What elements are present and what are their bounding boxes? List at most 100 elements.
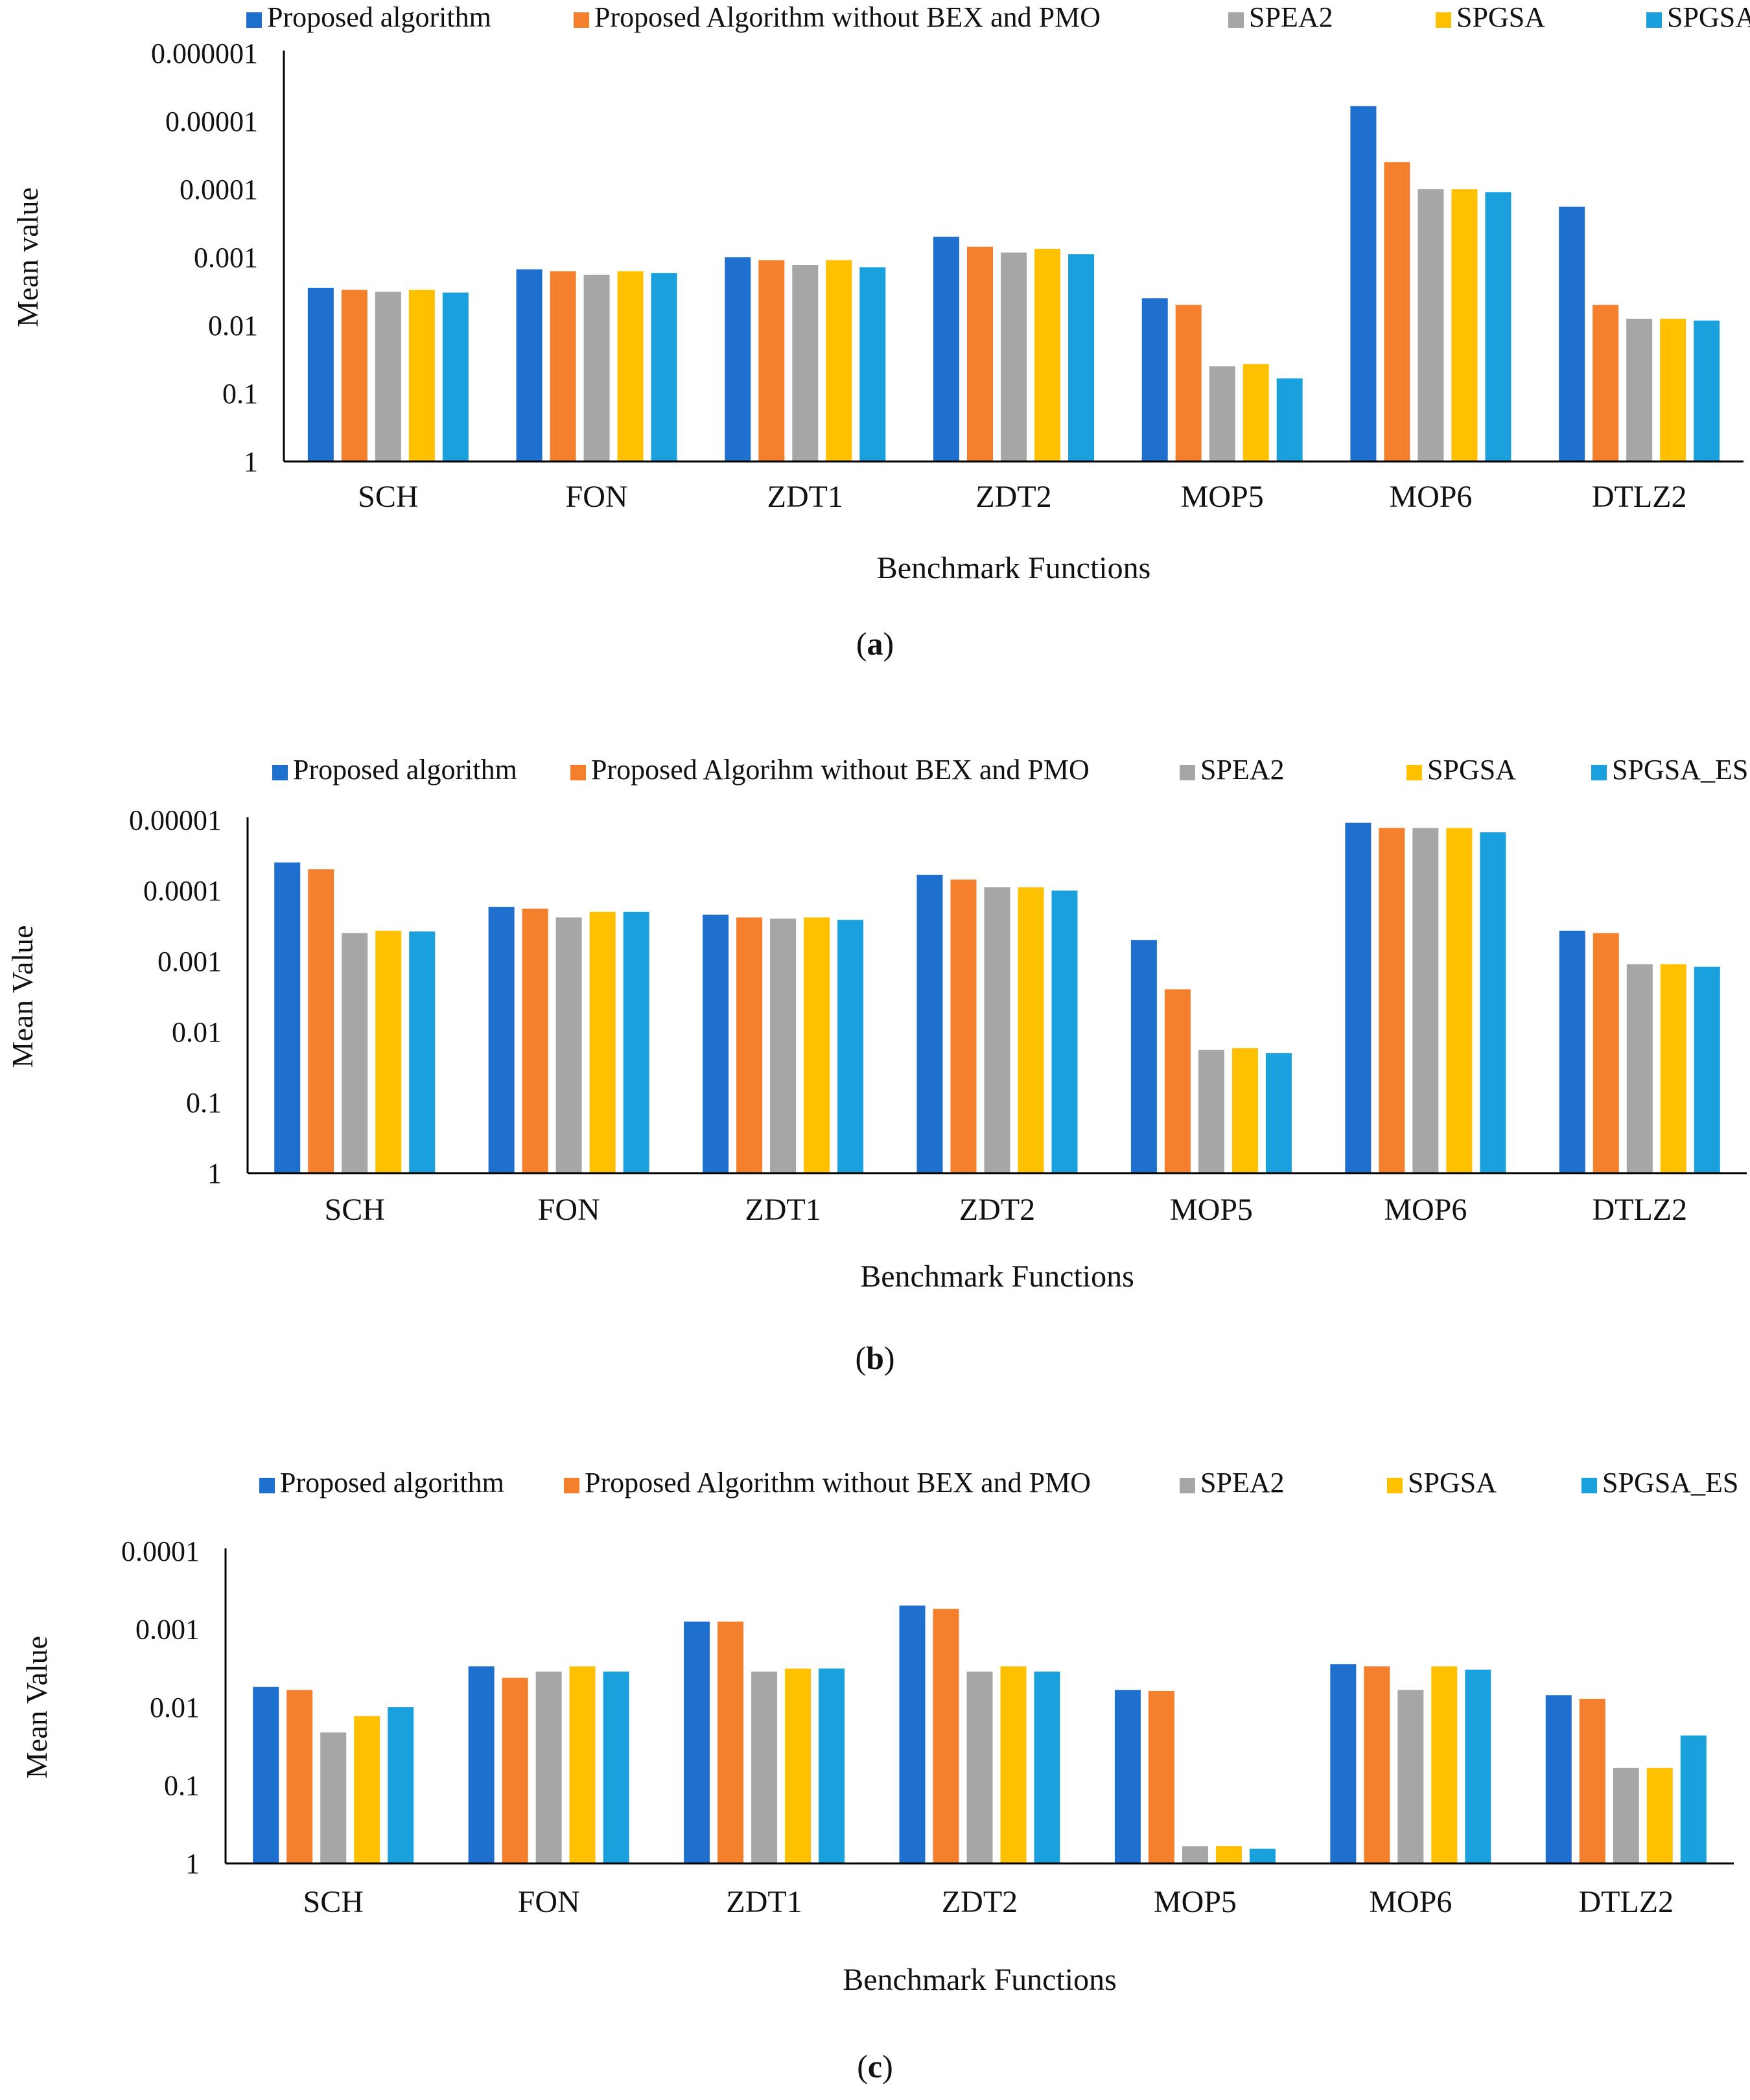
bar-spgsa-es-mop5: [1276, 378, 1303, 461]
y-tick-label: 0.01: [150, 1692, 200, 1723]
chart-b: Proposed algorithm Proposed Algorihm with…: [6, 754, 1748, 1376]
legend-swatch: [1436, 12, 1451, 28]
bar-spgsa-fon: [617, 271, 644, 461]
bar-proposed-algorithm-dtlz2: [1559, 930, 1585, 1173]
bar-spea2-fon: [535, 1672, 562, 1863]
y-tick-label: 0.001: [135, 1614, 200, 1646]
bar-proposed-algorithm-dtlz2: [1545, 1695, 1572, 1863]
x-tick-label: MOP6: [1384, 1193, 1467, 1227]
bar-spgsa-es-fon: [651, 273, 677, 461]
bar-proposed-algorithm-zdt2: [899, 1605, 926, 1863]
bar-spgsa-es-zdt1: [859, 267, 886, 461]
panel-caption: (c): [857, 2048, 893, 2084]
y-tick-label: 0.01: [208, 310, 258, 342]
bar-spgsa-zdt1: [804, 917, 830, 1173]
legend-label: SPEA2: [1200, 754, 1285, 786]
legend-label: SPGSA: [1408, 1467, 1497, 1499]
bar-spea2-fon: [583, 274, 610, 461]
x-axis-label: Benchmark Functions: [860, 1259, 1134, 1294]
y-tick-label: 0.1: [186, 1087, 222, 1119]
bar-spea2-mop5: [1198, 1049, 1224, 1173]
chart-c: Proposed algorithm Proposed Algorithm wit…: [20, 1467, 1738, 2084]
bar-spea2-zdt2: [966, 1672, 993, 1863]
bar-spgsa-zdt2: [1018, 887, 1044, 1173]
x-tick-label: MOP5: [1170, 1193, 1253, 1227]
x-tick-label: FON: [518, 1885, 580, 1919]
y-axis-label: Mean Value: [6, 925, 39, 1068]
legend-label: Proposed algorithm: [267, 1, 491, 33]
bar-spgsa-mop5: [1242, 364, 1269, 461]
x-tick-label: ZDT2: [959, 1193, 1035, 1227]
bar-spgsa-sch: [408, 290, 435, 461]
legend-label: SPGSA_ES: [1667, 1, 1750, 33]
y-tick-label: 0.000001: [151, 38, 258, 69]
bar-spgsa-mop6: [1451, 189, 1478, 461]
bar-proposed-algorihm-without-bex-and-pmo-fon: [522, 908, 548, 1173]
legend-label: Proposed Algorithm without BEX and PMO: [594, 1, 1101, 33]
legend: Proposed algorithm Proposed Algorihm with…: [272, 754, 1748, 786]
bar-proposed-algorithm-sch: [253, 1686, 279, 1863]
bar-proposed-algorithm-without-bex-and-pmo-sch: [341, 290, 368, 461]
bar-proposed-algorithm-mop5: [1141, 298, 1168, 461]
x-tick-label: ZDT1: [745, 1193, 821, 1227]
bar-proposed-algorithm-fon: [516, 269, 542, 461]
legend-swatch: [272, 765, 288, 780]
bar-spgsa-fon: [589, 911, 616, 1173]
legend-label: SPEA2: [1249, 1, 1333, 33]
x-tick-label: FON: [538, 1193, 600, 1227]
bar-proposed-algorithm-without-bex-and-pmo-mop5: [1148, 1690, 1174, 1863]
bar-spgsa-es-zdt2: [1051, 891, 1078, 1173]
legend-swatch: [1180, 1478, 1195, 1493]
bar-proposed-algorithm-fon: [468, 1666, 495, 1863]
legend-label: SPEA2: [1200, 1467, 1285, 1499]
y-axis-label: Mean Value: [20, 1636, 53, 1779]
bar-proposed-algorihm-without-bex-and-pmo-zdt2: [950, 880, 977, 1173]
bar-proposed-algorithm-zdt1: [684, 1621, 710, 1863]
bar-spgsa-sch: [354, 1716, 380, 1863]
x-tick-label: DTLZ2: [1592, 1193, 1687, 1227]
bar-proposed-algorithm-zdt2: [933, 237, 959, 461]
x-axis-label: Benchmark Functions: [843, 1963, 1117, 1997]
bar-spgsa-es-zdt2: [1068, 254, 1094, 461]
bar-spgsa-mop5: [1215, 1846, 1242, 1863]
bar-proposed-algorihm-without-bex-and-pmo-zdt1: [736, 917, 763, 1173]
legend-swatch: [1180, 765, 1195, 780]
x-tick-label: ZDT2: [942, 1885, 1018, 1919]
bar-spea2-zdt2: [984, 887, 1010, 1173]
y-tick-label: 0.0001: [180, 174, 258, 205]
legend-swatch: [259, 1478, 275, 1493]
legend-label: SPGSA_ES: [1612, 754, 1748, 786]
bar-proposed-algorithm-dtlz2: [1559, 206, 1585, 461]
y-tick-label: 1: [185, 1848, 200, 1880]
bar-spea2-sch: [320, 1732, 347, 1863]
y-tick-label: 0.1: [222, 378, 258, 410]
legend-swatch: [574, 12, 589, 28]
panel-caption: (a): [856, 625, 894, 662]
x-tick-label: ZDT1: [726, 1885, 802, 1919]
legend-swatch: [246, 12, 262, 28]
bar-spea2-mop5: [1182, 1846, 1208, 1863]
y-tick-label: 0.00001: [165, 106, 258, 137]
bar-spgsa-es-dtlz2: [1694, 966, 1720, 1173]
x-tick-label: SCH: [303, 1885, 364, 1919]
panel-letter: a: [867, 625, 883, 662]
legend: Proposed algorithm Proposed Algorithm wit…: [246, 1, 1750, 33]
bar-spea2-dtlz2: [1626, 964, 1653, 1173]
legend-swatch: [1387, 1478, 1403, 1493]
chart-a: Proposed algorithm Proposed Algorithm wit…: [11, 1, 1750, 662]
bar-spea2-fon: [555, 917, 582, 1173]
panel-caption: (b): [855, 1340, 894, 1376]
legend-swatch: [1406, 765, 1422, 780]
bar-spgsa-mop6: [1446, 828, 1473, 1173]
x-tick-label: DTLZ2: [1578, 1885, 1674, 1919]
bar-spgsa-es-mop5: [1249, 1849, 1276, 1863]
x-tick-label: ZDT2: [975, 480, 1051, 514]
y-tick-label: 0.0001: [143, 875, 222, 907]
bar-proposed-algorithm-without-bex-and-pmo-zdt1: [758, 260, 785, 461]
bar-proposed-algorithm-fon: [488, 907, 515, 1173]
bar-spgsa-dtlz2: [1646, 1768, 1673, 1863]
bar-proposed-algorithm-zdt2: [916, 874, 943, 1173]
bar-spgsa-es-dtlz2: [1680, 1735, 1707, 1863]
bar-spea2-mop6: [1412, 828, 1439, 1173]
